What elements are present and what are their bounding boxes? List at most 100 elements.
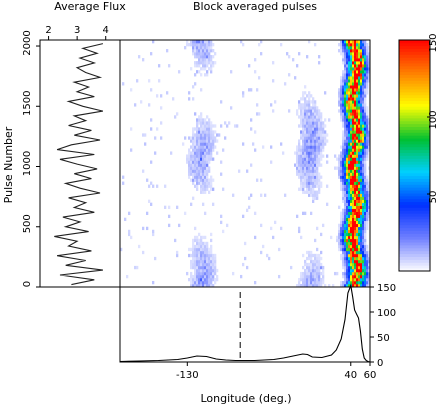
heatmap-cell	[152, 232, 155, 237]
heatmap-cell	[366, 271, 369, 276]
heatmap-cell	[354, 127, 357, 131]
heatmap-cell	[126, 274, 129, 279]
heatmap-cell	[346, 49, 349, 53]
heatmap-cell	[356, 259, 359, 264]
heatmap-cell	[352, 220, 355, 225]
heatmap-cell	[320, 232, 323, 237]
heatmap-cell	[196, 139, 199, 143]
heatmap-cell	[304, 103, 307, 107]
heatmap-cell	[312, 118, 315, 122]
heatmap-cell	[224, 136, 227, 140]
heatmap-cell	[344, 235, 347, 240]
heatmap-cell	[206, 64, 209, 68]
heatmap-cell	[354, 82, 357, 86]
heatmap-cell	[350, 163, 353, 167]
heatmap-cell	[358, 169, 361, 173]
heatmap-cell	[346, 94, 349, 98]
heatmap-cell	[366, 88, 369, 92]
heatmap-cell	[320, 154, 323, 158]
heatmap-cell	[348, 139, 351, 143]
heatmap-cell	[350, 106, 353, 110]
heatmap-cell	[344, 211, 347, 216]
heatmap-cell	[362, 73, 365, 77]
heatmap-cell	[298, 157, 301, 161]
heatmap-cell	[320, 124, 323, 128]
heatmap-cell	[308, 169, 311, 173]
heatmap-cell	[354, 154, 357, 158]
heatmap-cell	[316, 172, 319, 176]
heatmap-cell	[340, 103, 343, 107]
heatmap-cell	[200, 130, 203, 134]
heatmap-cell	[308, 283, 311, 288]
heatmap-cell	[316, 145, 319, 149]
heatmap-cell	[300, 118, 303, 122]
heatmap-cell	[366, 175, 369, 179]
heatmap-cell	[310, 178, 313, 182]
heatmap-cell	[188, 163, 191, 167]
heatmap-cell	[186, 160, 189, 164]
heatmap-cell	[350, 190, 353, 194]
heatmap-cell	[194, 151, 197, 155]
heatmap-cell	[192, 127, 195, 131]
heatmap-cell	[342, 265, 345, 270]
heatmap-cell	[346, 205, 349, 209]
heatmap-cell	[208, 268, 211, 273]
heatmap-cell	[306, 139, 309, 143]
heatmap-cell	[352, 106, 355, 110]
heatmap-cell	[204, 241, 207, 246]
heatmap-cell	[320, 163, 323, 167]
heatmap-cell	[358, 61, 361, 65]
heatmap-cell	[192, 178, 195, 182]
heatmap-cell	[350, 43, 353, 47]
heatmap-cell	[350, 271, 353, 276]
heatmap-cell	[360, 181, 363, 185]
heatmap-cell	[358, 127, 361, 131]
heatmap-cell	[356, 124, 359, 128]
heatmap-cell	[366, 76, 369, 80]
heatmap-cell	[348, 223, 351, 228]
heatmap-cell	[308, 145, 311, 149]
heatmap-cell	[306, 55, 309, 59]
heatmap-cell	[344, 118, 347, 122]
colorbar-step	[399, 51, 430, 55]
heatmap-cell	[302, 184, 305, 188]
heatmap-cell	[346, 187, 349, 191]
heatmap-cell	[318, 157, 321, 161]
heatmap-cell	[366, 247, 369, 252]
heatmap-cell	[358, 55, 361, 59]
heatmap-cell	[312, 124, 315, 128]
heatmap-cell	[348, 220, 351, 225]
heatmap-cell	[314, 139, 317, 143]
heatmap-cell	[350, 184, 353, 188]
heatmap-cell	[348, 94, 351, 98]
heatmap-cell	[198, 130, 201, 134]
heatmap-cell	[304, 151, 307, 155]
heatmap-cell	[298, 163, 301, 167]
heatmap-cell	[288, 109, 291, 113]
heatmap-cell	[186, 43, 189, 47]
heatmap-cell	[346, 46, 349, 50]
heatmap-cell	[368, 268, 371, 273]
heatmap-cell	[196, 118, 199, 122]
heatmap-cell	[350, 139, 353, 143]
colorbar-step	[399, 265, 430, 269]
heatmap-cell	[196, 64, 199, 68]
heatmap-cell	[360, 169, 363, 173]
heatmap-cell	[214, 145, 217, 149]
heatmap-cell	[352, 40, 355, 44]
heatmap-cell	[198, 256, 201, 261]
heatmap-cell	[354, 244, 357, 249]
heatmap-cell	[188, 172, 191, 176]
heatmap-cell	[212, 142, 215, 146]
heatmap-cell	[362, 118, 365, 122]
heatmap-cell	[298, 124, 301, 128]
heatmap-cell	[362, 172, 365, 176]
heatmap-cell	[350, 226, 353, 231]
heatmap-cell	[124, 217, 127, 222]
heatmap-cell	[360, 232, 363, 237]
heatmap-cell	[344, 130, 347, 134]
heatmap-cell	[354, 97, 357, 101]
heatmap-cell	[318, 268, 321, 273]
heatmap-cell	[202, 124, 205, 128]
heatmap-cell	[206, 139, 209, 143]
